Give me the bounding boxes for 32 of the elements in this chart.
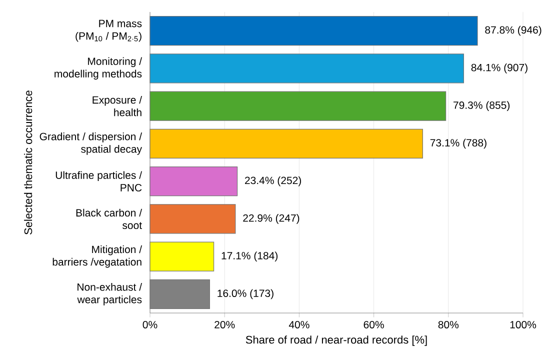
- data-label: 16.0% (173): [218, 289, 274, 300]
- data-label: 73.1% (788): [430, 138, 486, 149]
- y-axis-title: Selected thematic occurrence: [24, 90, 32, 234]
- y-tick-label: Monitoring / modelling methods: [54, 57, 142, 80]
- bar: [150, 279, 210, 309]
- data-label: 17.1% (184): [222, 252, 278, 262]
- data-label: 23.4% (252): [245, 176, 302, 186]
- bar: [150, 128, 423, 158]
- data-label: 22.9% (247): [243, 214, 300, 224]
- y-tick-label: Non-exhaust / wear particles: [77, 283, 142, 306]
- bar: [150, 204, 236, 234]
- y-tick-label: Ultrafine particles / PNC: [56, 171, 142, 192]
- y-tick-label: Gradient / dispersion / spatial decay: [40, 132, 142, 155]
- y-tick-label: Mitigation / barriers /vegatation: [52, 245, 142, 268]
- x-tick-label: 100%: [510, 320, 536, 328]
- bar: [150, 166, 238, 196]
- data-label: 87.8% (946): [485, 26, 542, 36]
- x-axis-title: Share of road / near-road records [%]: [246, 336, 427, 346]
- bar: [150, 16, 478, 46]
- data-label: 79.3% (855): [454, 101, 510, 111]
- x-tick-label: 0%: [142, 320, 158, 328]
- y-tick-label: Exposure / health: [92, 96, 142, 116]
- bar: [150, 54, 464, 84]
- y-tick-label: Black carbon / soot: [76, 208, 142, 230]
- x-tick-label: 80%: [438, 320, 459, 328]
- x-tick-label: 60%: [364, 320, 384, 328]
- x-tick-label: 20%: [214, 320, 235, 328]
- x-tick-label: 40%: [288, 320, 310, 328]
- bar: [150, 242, 214, 272]
- bar: [150, 91, 446, 121]
- y-tick-label: PM mass (PM$_{10}$ / PM$_{2·5}$): [76, 20, 142, 42]
- data-label: 84.1% (907): [471, 64, 528, 74]
